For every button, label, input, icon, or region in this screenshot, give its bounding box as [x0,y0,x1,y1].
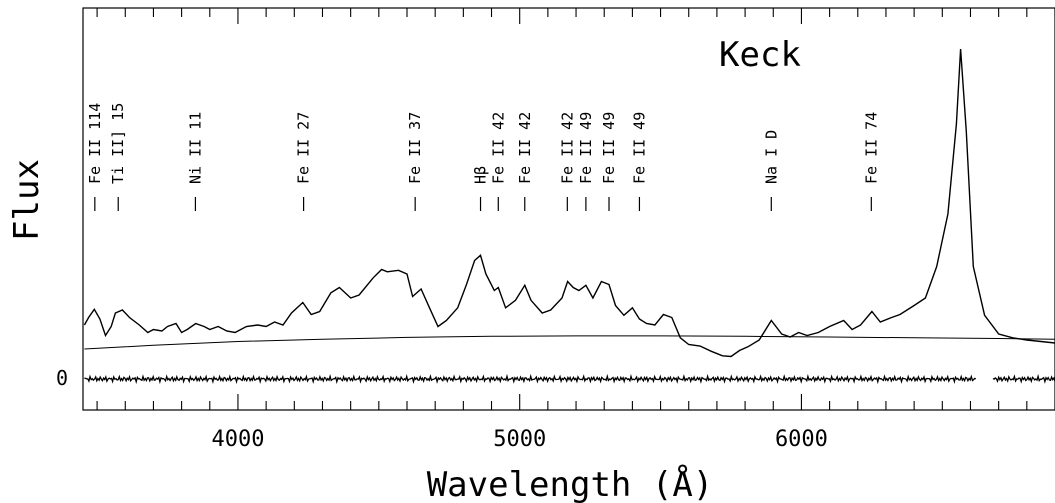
line-id-label: Na I D [762,130,780,184]
line-id-markers [94,197,872,211]
y-zero-label: 0 [56,366,68,390]
residual-line [992,373,1055,384]
x-axis-label: Wavelength (Å) [427,464,714,503]
plot-frame [82,7,1055,411]
continuum-line [84,335,1055,350]
line-id-label: Fe II 49 [630,112,648,184]
line-id-label: Hβ [472,166,490,184]
chart-title: Keck [719,35,801,75]
residual-line [84,373,977,385]
x-tick-labels: 4000 5000 6000 [211,427,827,452]
line-id-label: Ni II 11 [186,112,204,184]
line-id-label: Fe II 49 [577,112,595,184]
line-id-label: Fe II 37 [406,112,424,184]
line-id-label: Fe II 27 [295,112,313,184]
line-id-label: Fe II 114 [86,103,104,184]
y-axis-label: Flux [7,159,47,241]
spectrum-line [83,48,1055,358]
major-ticks [237,8,802,410]
line-id-label: Fe II 42 [558,112,576,184]
minor-ticks [96,8,1055,410]
x-tick-label: 5000 [493,427,546,452]
line-id-labels: Fe II 114 Ti II] 15 Ni II 11 Fe II 27 Fe II … [86,103,880,184]
line-id-label: Fe II 74 [862,112,880,184]
line-id-label: Ti II] 15 [109,103,127,184]
line-id-label: Fe II 49 [600,112,618,184]
x-tick-label: 4000 [211,427,264,452]
line-id-label: Fe II 42 [489,112,507,184]
residual-series [84,373,1055,385]
x-tick-label: 6000 [775,427,828,452]
line-id-label: Fe II 42 [516,112,534,184]
